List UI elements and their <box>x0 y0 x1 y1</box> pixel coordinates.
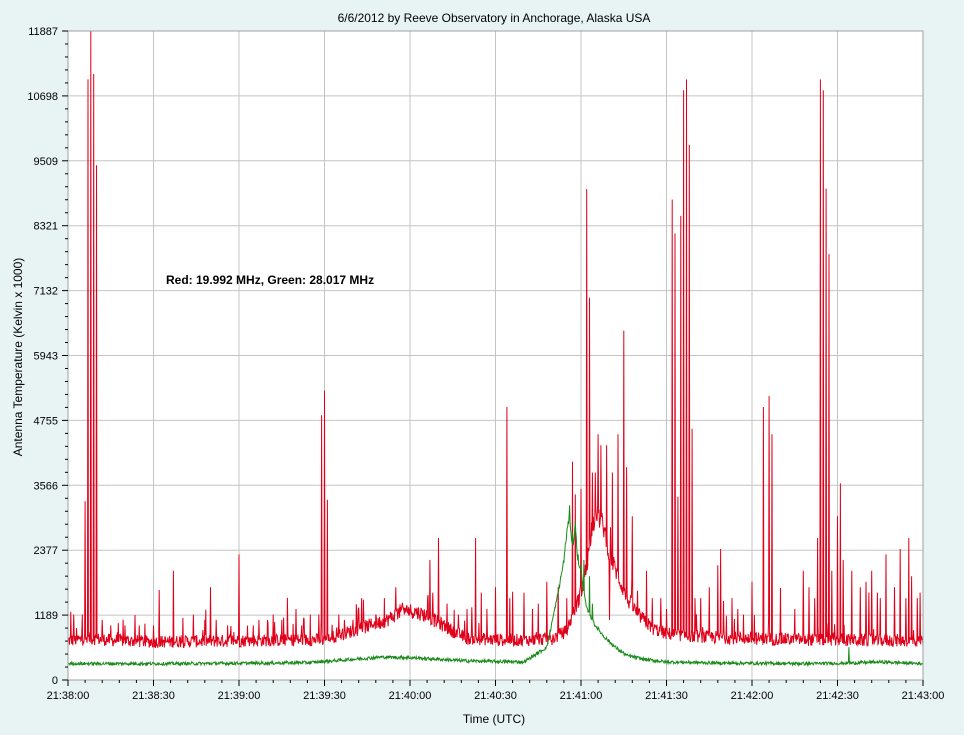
y-tick-label: 4755 <box>34 415 58 427</box>
series-red-line <box>67 30 924 649</box>
y-tick-label: 2377 <box>34 545 58 557</box>
chart-title: 6/6/2012 by Reeve Observatory in Anchora… <box>338 11 651 25</box>
x-tick-label: 21:38:30 <box>132 690 175 702</box>
y-tick-label: 9509 <box>34 156 58 168</box>
y-tick-label: 11887 <box>28 26 58 38</box>
y-tick-label: 10698 <box>27 91 58 103</box>
y-axis-title: Antenna Temperature (Kelvin x 1000) <box>11 258 25 457</box>
x-tick-label: 21:40:30 <box>474 690 517 702</box>
x-tick-label: 21:38:00 <box>47 690 90 702</box>
series-layer <box>67 30 924 667</box>
legend-annotation: Red: 19.992 MHz, Green: 28.017 MHz <box>166 273 374 287</box>
series-green-line <box>67 505 924 667</box>
y-tick-label: 3566 <box>34 480 58 492</box>
x-axis-title: Time (UTC) <box>463 712 525 726</box>
y-tick-label: 8321 <box>34 221 58 233</box>
x-tick-label: 21:41:00 <box>560 690 603 702</box>
x-tick-label: 21:39:30 <box>303 690 346 702</box>
y-tick-label: 0 <box>52 675 58 687</box>
x-tick-label: 21:41:30 <box>645 690 688 702</box>
y-tick-label: 1189 <box>34 610 58 622</box>
y-tick-label: 5943 <box>34 351 58 363</box>
x-tick-label: 21:39:00 <box>218 690 261 702</box>
axes: 0 1189 2377 3566 4755 5943 7132 8321 9509 10698 11… <box>27 26 944 702</box>
x-tick-label: 21:43:00 <box>902 690 945 702</box>
x-tick-label: 21:42:00 <box>731 690 774 702</box>
x-tick-label: 21:42:30 <box>816 690 859 702</box>
y-tick-label: 7132 <box>34 286 58 298</box>
x-tick-label: 21:40:00 <box>389 690 432 702</box>
